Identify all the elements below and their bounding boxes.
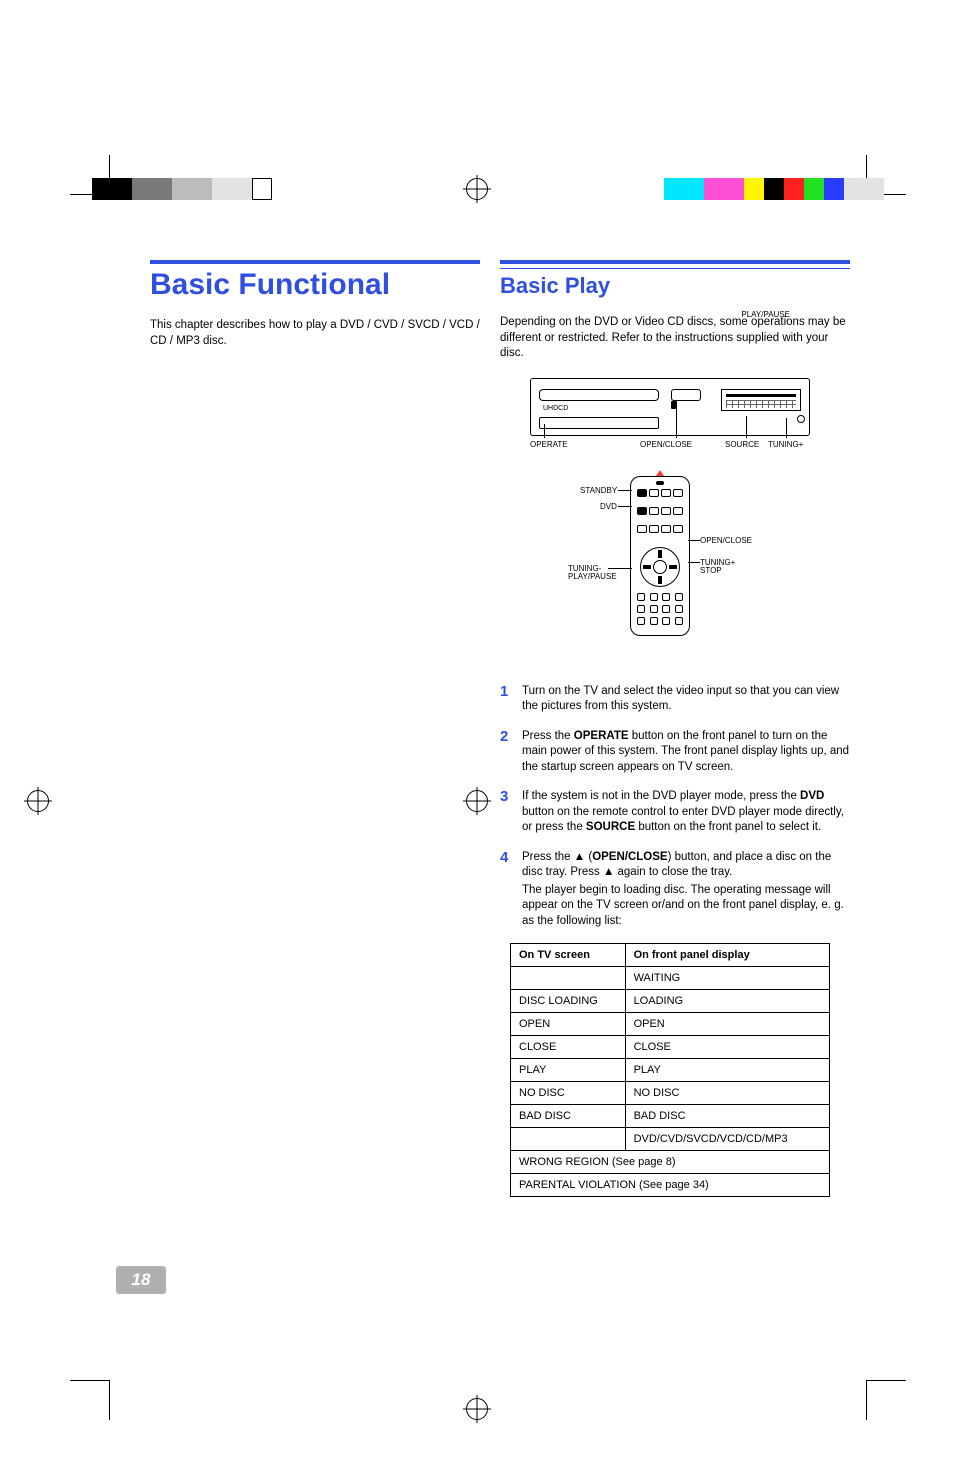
table-cell	[511, 967, 626, 990]
dpad-icon	[640, 547, 680, 587]
table-cell: DISC LOADING	[511, 990, 626, 1013]
step-number: 1	[500, 684, 514, 715]
openclose-button-icon	[671, 389, 701, 401]
step-text: Press the OPERATE button on the front pa…	[522, 729, 850, 776]
table-cell: PLAY	[625, 1059, 829, 1082]
intro-text-right: Depending on the DVD or Video CD discs, …	[500, 315, 850, 362]
registration-target-left	[27, 790, 49, 812]
device-label-row: OPERATE OPEN/CLOSE SOURCE TUNING+	[530, 436, 810, 456]
label-source: SOURCE	[725, 440, 759, 449]
table-header: On front panel display	[625, 944, 829, 967]
step-text: Press the ▲ (OPEN/CLOSE) button, and pla…	[522, 850, 850, 930]
step-text: Turn on the TV and select the video inpu…	[522, 684, 850, 715]
label-play-pause: PLAY/PAUSE	[568, 572, 617, 581]
page-number: 18	[116, 1266, 166, 1294]
table-cell: WRONG REGION (See page 8)	[511, 1151, 830, 1174]
step-2: 2 Press the OPERATE button on the front …	[500, 729, 850, 776]
label-play-pause-top: PLAY/PAUSE	[741, 310, 790, 319]
label-uhdcd: UHDCD	[543, 405, 568, 412]
label-tuning-plus: TUNING+	[768, 440, 803, 449]
intro-text-left: This chapter describes how to play a DVD…	[150, 318, 480, 349]
registration-target-top	[466, 178, 488, 200]
step-number: 4	[500, 850, 514, 930]
heading-rule	[150, 260, 480, 264]
label-dvd: DVD	[600, 502, 617, 511]
table-cell: BAD DISC	[511, 1105, 626, 1128]
crop-mark	[70, 1380, 110, 1420]
table-cell: WAITING	[625, 967, 829, 990]
label-open-close-remote: OPEN/CLOSE	[700, 536, 752, 545]
step-4: 4 Press the ▲ (OPEN/CLOSE) button, and p…	[500, 850, 850, 930]
section-heading-basic-play: Basic Play	[500, 275, 850, 297]
crop-mark	[866, 1380, 906, 1420]
right-column: Basic Play Depending on the DVD or Video…	[500, 260, 850, 1197]
registration-target-bottom	[466, 1398, 488, 1420]
registration-bar-left	[92, 178, 272, 200]
registration-target-right	[466, 790, 488, 812]
table-cell: CLOSE	[625, 1036, 829, 1059]
heading-rule-sub	[500, 268, 850, 269]
table-cell: PLAY	[511, 1059, 626, 1082]
step-1: 1 Turn on the TV and select the video in…	[500, 684, 850, 715]
table-cell: CLOSE	[511, 1036, 626, 1059]
device-rail-icon	[539, 417, 659, 429]
table-cell: BAD DISC	[625, 1105, 829, 1128]
step-3: 3 If the system is not in the DVD player…	[500, 789, 850, 836]
table-cell: NO DISC	[511, 1082, 626, 1105]
table-cell: NO DISC	[625, 1082, 829, 1105]
table-cell: LOADING	[625, 990, 829, 1013]
step-number: 3	[500, 789, 514, 836]
table-cell: OPEN	[625, 1013, 829, 1036]
label-operate: OPERATE	[530, 440, 568, 449]
step-number: 2	[500, 729, 514, 776]
message-table: On TV screenOn front panel display WAITI…	[510, 943, 830, 1197]
label-stop: STOP	[700, 566, 722, 575]
label-standby: STANDBY	[580, 486, 617, 495]
device-body: UHDCD	[530, 378, 810, 436]
label-open-close: OPEN/CLOSE	[640, 440, 692, 449]
tuning-knob-icon	[797, 415, 805, 423]
section-heading-basic-functional: Basic Functional	[150, 270, 480, 300]
remote-diagram: STANDBY DVD TUNING- PLAY/PAUSE OPEN/CLOS…	[580, 476, 760, 656]
table-cell: OPEN	[511, 1013, 626, 1036]
display-panel-icon	[721, 389, 801, 411]
front-panel-diagram: PLAY/PAUSE UHDCD OPERATE OPEN/CLOSE SOUR…	[530, 378, 810, 456]
remote-body	[630, 476, 690, 636]
disc-tray-icon	[539, 389, 659, 401]
table-header: On TV screen	[511, 944, 626, 967]
table-cell: PARENTAL VIOLATION (See page 34)	[511, 1174, 830, 1197]
table-cell: DVD/CVD/SVCD/VCD/CD/MP3	[625, 1128, 829, 1151]
step-text: If the system is not in the DVD player m…	[522, 789, 850, 836]
left-column: Basic Functional This chapter describes …	[150, 260, 480, 349]
table-cell	[511, 1128, 626, 1151]
heading-rule-top	[500, 260, 850, 264]
registration-bar-right	[664, 178, 884, 200]
